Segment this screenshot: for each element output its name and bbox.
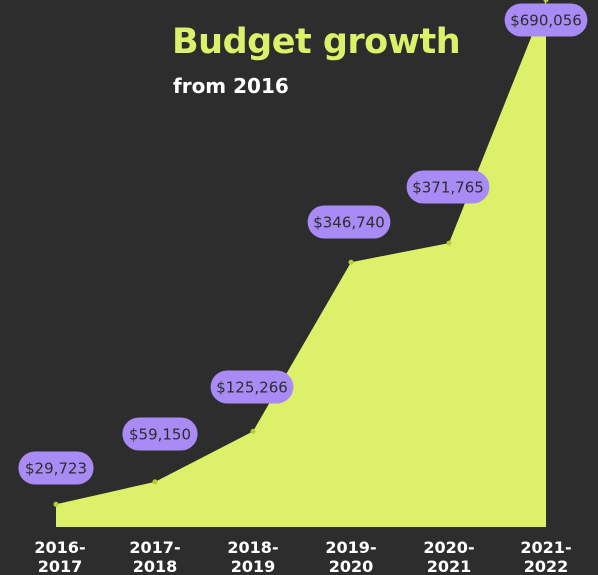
data-label-text: $29,723: [25, 460, 87, 478]
data-point: [250, 428, 256, 434]
x-tick-label: 2017-: [129, 538, 180, 557]
data-point: [446, 240, 452, 246]
data-label: $371,765: [406, 170, 490, 204]
data-label-text: $371,765: [412, 179, 484, 197]
data-label: $346,740: [307, 205, 391, 239]
data-label-pill: [406, 170, 490, 204]
data-label-pill: [210, 370, 294, 404]
data-label-pill: [18, 451, 94, 485]
chart-subtitle: from 2016: [173, 74, 289, 98]
area-fill: [56, 0, 546, 527]
data-label-text: $346,740: [313, 214, 385, 232]
x-tick-label: 2016-: [34, 538, 85, 557]
data-label-text: $125,266: [216, 379, 288, 397]
x-tick-label: 2020: [329, 557, 374, 575]
data-label-pill: [307, 205, 391, 239]
x-tick-label: 2019-: [325, 538, 376, 557]
data-label-pill: [122, 417, 198, 451]
data-label: $690,056: [504, 3, 588, 37]
data-label-text: $690,056: [510, 12, 582, 30]
data-label-pill: [504, 3, 588, 37]
x-tick-label: 2021: [427, 557, 472, 575]
data-point: [152, 479, 158, 485]
x-tick-label: 2022: [524, 557, 569, 575]
x-tick-label: 2019: [231, 557, 276, 575]
data-label: $29,723: [18, 451, 94, 485]
data-label: $125,266: [210, 370, 294, 404]
x-tick-label: 2020-: [423, 538, 474, 557]
data-point: [543, 0, 549, 3]
data-label-text: $59,150: [129, 426, 191, 444]
data-point: [348, 259, 354, 265]
data-label: $59,150: [122, 417, 198, 451]
x-tick-label: 2018: [133, 557, 178, 575]
data-point: [53, 501, 59, 507]
x-tick-label: 2017: [38, 557, 83, 575]
chart-title: Budget growth: [172, 22, 461, 62]
x-tick-label: 2021-: [520, 538, 571, 557]
x-tick-label: 2018-: [227, 538, 278, 557]
